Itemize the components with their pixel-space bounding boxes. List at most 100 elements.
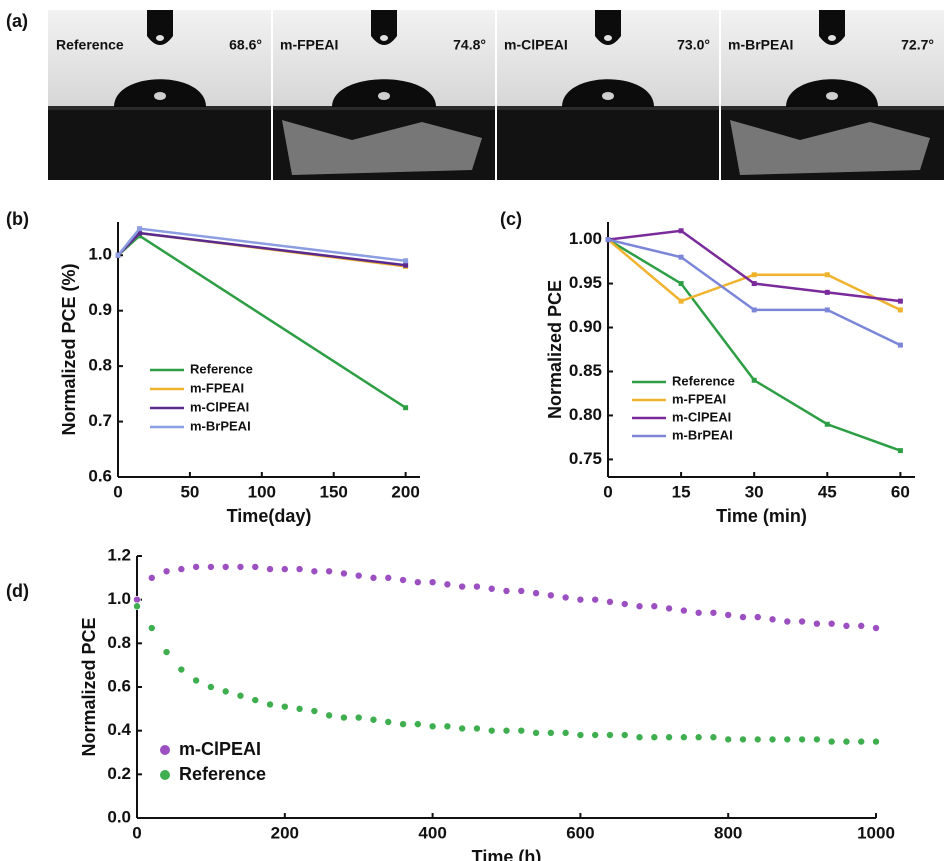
- contact-angle-image: m-BrPEAI 72.7°: [719, 10, 944, 180]
- droplet-highlight: [602, 92, 614, 100]
- angle-label: 72.7°: [901, 37, 934, 53]
- y-tick-label: 1.0: [107, 589, 131, 608]
- data-point: [842, 622, 851, 630]
- data-point: [620, 731, 629, 739]
- data-point: [783, 735, 792, 744]
- legend-label: m-ClPEAI: [179, 739, 261, 759]
- data-point: [428, 578, 437, 587]
- point-marker: [824, 272, 830, 278]
- point-marker: [678, 228, 684, 234]
- panel-label: (c): [500, 209, 522, 229]
- data-point: [236, 691, 245, 700]
- x-tick-label: 200: [271, 823, 299, 842]
- x-tick-label: 1000: [857, 823, 895, 842]
- data-point: [694, 733, 703, 742]
- data-point: [295, 705, 304, 713]
- data-point: [221, 687, 230, 696]
- x-tick-label: 150: [320, 482, 348, 501]
- point-marker: [115, 252, 121, 258]
- panel-label: (a): [6, 11, 28, 31]
- angle-label: 73.0°: [677, 37, 710, 53]
- data-point: [606, 598, 614, 606]
- legend-label: Reference: [179, 764, 266, 784]
- data-point: [842, 737, 851, 746]
- x-tick-label: 400: [418, 823, 446, 842]
- data-point: [443, 722, 452, 731]
- data-point: [561, 729, 570, 737]
- data-point: [414, 578, 422, 587]
- data-point: [162, 648, 171, 656]
- data-point: [354, 571, 363, 580]
- data-point: [724, 735, 733, 744]
- point-marker: [403, 405, 409, 411]
- panel-label: (b): [6, 209, 29, 229]
- data-point: [768, 615, 777, 624]
- data-point: [399, 576, 407, 584]
- y-tick-label: 1.0: [88, 245, 112, 264]
- data-point: [473, 582, 481, 591]
- image-label: m-FPEAI: [280, 37, 338, 53]
- y-tick-label: 0.90: [569, 317, 602, 336]
- legend-label: m-FPEAI: [672, 391, 726, 406]
- data-point: [384, 718, 393, 726]
- legend-label: Reference: [672, 373, 735, 388]
- point-marker: [678, 254, 684, 260]
- point-marker: [897, 298, 903, 304]
- legend-label: m-ClPEAI: [672, 409, 731, 424]
- data-point: [310, 567, 319, 576]
- data-point: [369, 574, 378, 582]
- legend-swatch: [160, 745, 170, 755]
- point-marker: [403, 258, 409, 264]
- point-marker: [403, 262, 409, 268]
- data-point: [399, 720, 407, 728]
- baseline: [720, 106, 944, 110]
- panel-label: (d): [6, 581, 29, 601]
- data-point: [739, 613, 747, 621]
- data-point: [547, 591, 555, 600]
- data-point: [147, 574, 156, 582]
- data-point: [207, 563, 215, 571]
- data-point: [192, 563, 200, 571]
- legend-label: m-FPEAI: [190, 380, 244, 395]
- contact-angle-image: m-FPEAI 74.8°: [271, 10, 496, 180]
- data-point: [266, 700, 274, 709]
- x-axis-title: Time (h): [472, 847, 542, 861]
- data-point: [192, 676, 200, 685]
- data-point: [724, 611, 733, 619]
- point-marker: [897, 307, 903, 313]
- data-point: [340, 569, 348, 578]
- data-point: [473, 724, 481, 733]
- data-point: [487, 584, 496, 593]
- data-point: [280, 702, 289, 711]
- y-tick-label: 0.4: [107, 720, 131, 739]
- contact-angle-image: m-ClPEAI 73.0°: [495, 10, 720, 180]
- data-point: [768, 735, 777, 744]
- data-point: [443, 580, 452, 589]
- x-tick-label: 30: [745, 482, 764, 501]
- data-point: [354, 713, 363, 722]
- x-tick-label: 800: [714, 823, 742, 842]
- droplet-highlight: [378, 92, 390, 100]
- point-marker: [897, 342, 903, 348]
- data-point: [517, 587, 526, 595]
- data-point: [827, 619, 836, 628]
- y-axis-title: Normalized PCE: [545, 280, 565, 419]
- data-point: [547, 729, 555, 737]
- image-label: Reference: [56, 37, 124, 53]
- y-tick-label: 0.9: [88, 300, 112, 319]
- point-marker: [137, 226, 143, 232]
- x-tick-label: 60: [891, 482, 910, 501]
- data-point: [251, 696, 260, 704]
- legend-label: m-ClPEAI: [190, 399, 249, 414]
- legend-label: m-BrPEAI: [190, 418, 251, 433]
- needle-highlight: [828, 35, 836, 41]
- y-axis-title: Normalized PCE: [79, 617, 99, 756]
- x-tick-label: 45: [818, 482, 837, 501]
- data-point: [133, 602, 141, 611]
- point-marker: [824, 289, 830, 295]
- data-point: [532, 729, 540, 737]
- data-point: [325, 711, 333, 720]
- image-label: m-ClPEAI: [504, 37, 568, 53]
- data-point: [857, 737, 866, 746]
